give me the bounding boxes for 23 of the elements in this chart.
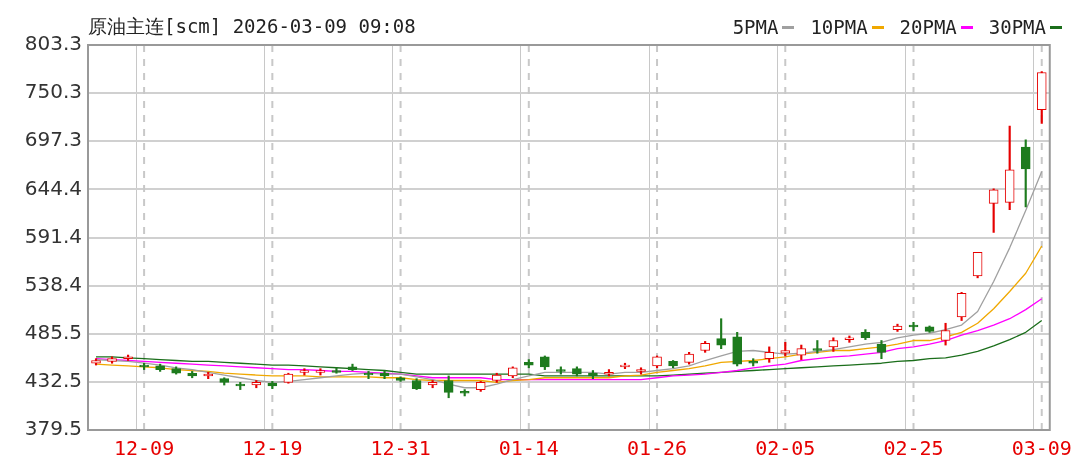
y-tick-label: 803.3 [24, 31, 82, 56]
y-tick-label: 538.4 [24, 271, 82, 296]
y-tick-label: 485.5 [24, 319, 82, 344]
y-tick-label: 591.4 [24, 223, 82, 248]
y-tick-label: 432.5 [24, 368, 82, 393]
x-tick-label: 01-14 [498, 436, 559, 461]
x-tick-label: 03-09 [1011, 436, 1072, 461]
x-tick-label: 02-05 [755, 436, 816, 461]
legend-label: 5PMA [732, 16, 779, 38]
x-tick-label: 12-19 [242, 436, 303, 461]
x-tick-label: 12-09 [113, 436, 175, 461]
chart-title: 原油主连[scm] 2026-03-09 09:08 [88, 14, 416, 39]
candlestick [331, 367, 342, 374]
legend-label: 10PMA [810, 16, 868, 38]
y-tick-label: 750.3 [24, 79, 82, 104]
legend-label: 20PMA [899, 16, 957, 38]
x-tick-label: 01-26 [626, 436, 688, 461]
x-tick-label: 12-31 [370, 436, 431, 461]
x-tick-label: 02-25 [883, 436, 944, 461]
y-tick-label: 644.4 [24, 175, 82, 200]
y-tick-label: 379.5 [24, 416, 82, 441]
legend-label: 30PMA [988, 16, 1046, 38]
y-tick-label: 697.3 [24, 127, 82, 152]
